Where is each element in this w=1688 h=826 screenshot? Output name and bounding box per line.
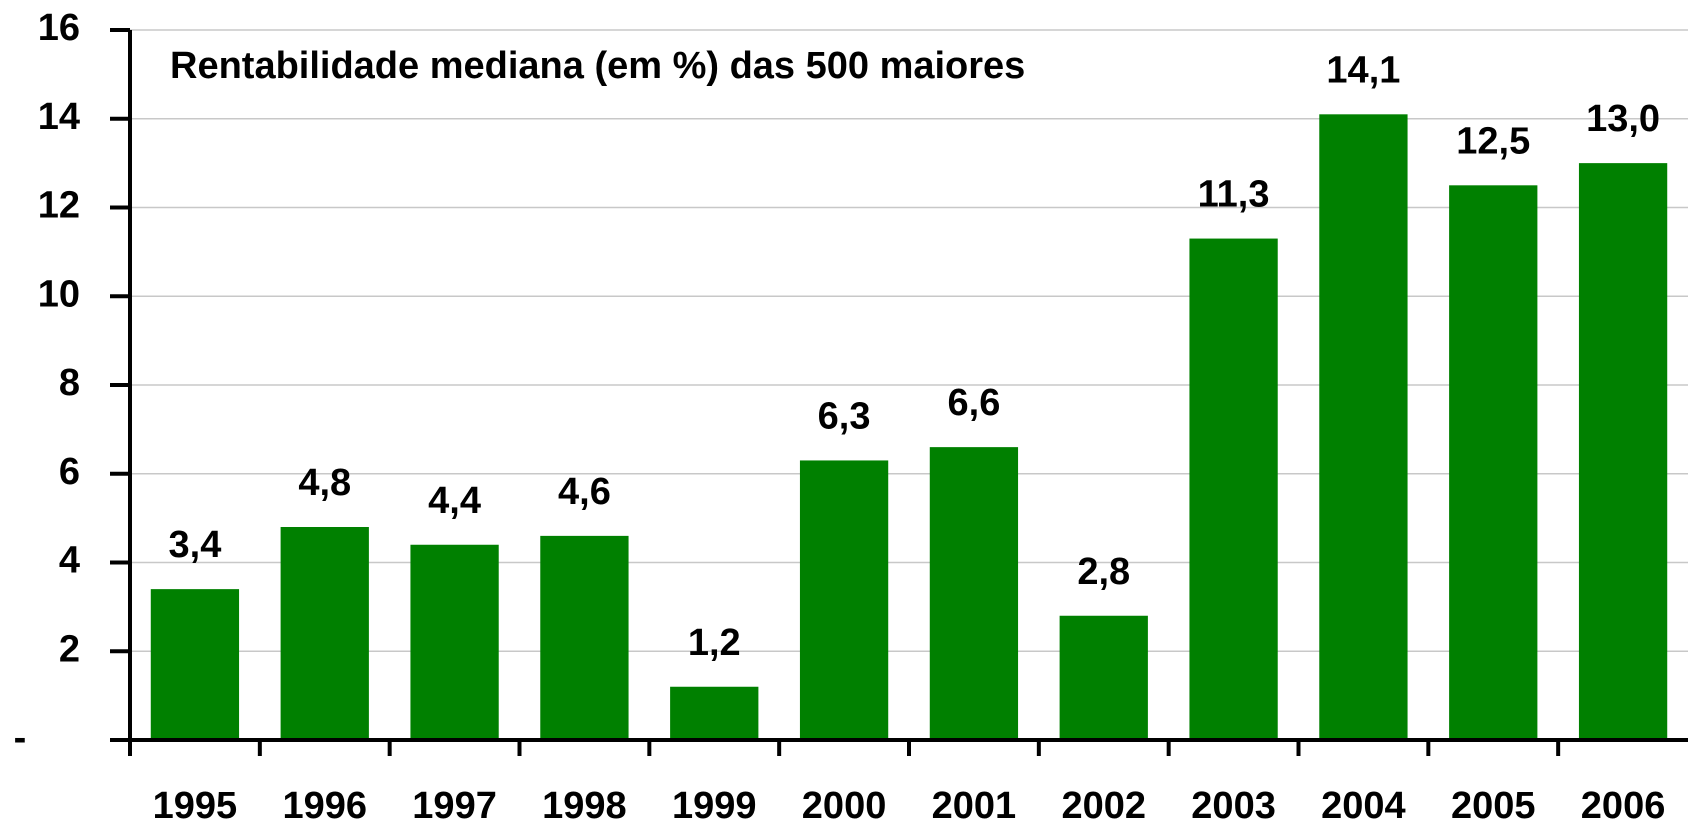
value-label: 4,4	[428, 480, 481, 522]
x-tick-label: 2003	[1191, 785, 1276, 826]
x-tick-label: 1999	[672, 785, 757, 826]
bar	[280, 527, 369, 740]
bar	[799, 460, 889, 740]
x-tick-label: 2002	[1061, 785, 1146, 826]
value-label: 4,6	[558, 471, 611, 513]
value-label: 11,3	[1198, 174, 1270, 216]
bar	[1059, 615, 1148, 740]
bar	[929, 447, 1019, 740]
x-tick-label: 1997	[412, 785, 497, 826]
bar	[1449, 185, 1538, 740]
bar	[540, 535, 629, 740]
x-tick-label: 1996	[282, 785, 367, 826]
bar	[1189, 238, 1278, 740]
value-label: 1,2	[688, 622, 741, 664]
y-tick-label: 10	[38, 273, 80, 315]
value-label: 3,4	[169, 524, 222, 566]
bar	[670, 686, 759, 740]
y-tick-label: 14	[38, 96, 80, 138]
value-label: 12,5	[1456, 120, 1530, 162]
value-label: 6,3	[818, 395, 871, 437]
x-tick-label: 1998	[542, 785, 627, 826]
y-tick-label: 2	[59, 628, 80, 670]
y-tick-label: 8	[59, 362, 80, 404]
x-tick-label: 2006	[1581, 785, 1666, 826]
y-tick-label: -	[14, 717, 27, 759]
chart-title: Rentabilidade mediana (em %) das 500 mai…	[170, 45, 1025, 87]
value-label: 6,6	[948, 382, 1001, 424]
value-label: 4,8	[298, 462, 351, 504]
x-tick-label: 2001	[932, 785, 1017, 826]
y-tick-label: 4	[59, 540, 80, 582]
y-tick-label: 16	[38, 7, 80, 49]
value-label: 2,8	[1077, 551, 1130, 593]
bar	[1578, 163, 1668, 740]
y-tick-label: 12	[38, 185, 80, 227]
bar	[150, 589, 240, 740]
x-tick-label: 2005	[1451, 785, 1536, 826]
value-label: 14,1	[1326, 49, 1400, 91]
bar	[1319, 114, 1408, 740]
x-tick-label: 2004	[1321, 785, 1406, 826]
bar	[410, 544, 499, 740]
x-tick-label: 2000	[802, 785, 887, 826]
x-tick-label: 1995	[153, 785, 238, 826]
y-tick-label: 6	[59, 451, 80, 493]
value-label: 13,0	[1586, 98, 1660, 140]
